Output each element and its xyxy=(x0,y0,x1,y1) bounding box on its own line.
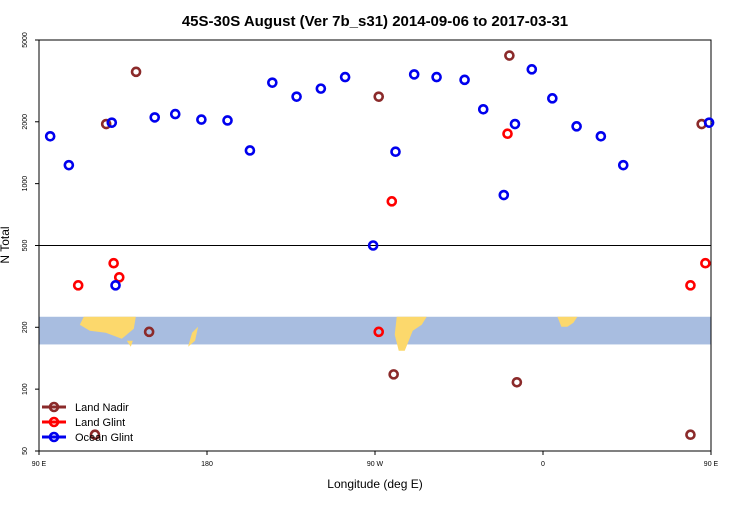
data-point xyxy=(106,117,118,128)
data-point xyxy=(113,272,125,283)
data-point xyxy=(526,64,538,75)
legend-marker xyxy=(48,431,60,443)
data-point xyxy=(108,257,119,269)
y-tick-label: 50 xyxy=(22,447,29,455)
y-axis-label: N Total xyxy=(0,226,12,263)
series-layer xyxy=(44,50,715,441)
data-point xyxy=(291,91,302,102)
data-point xyxy=(373,326,385,338)
data-point xyxy=(267,77,278,88)
data-point xyxy=(502,128,513,139)
data-point xyxy=(408,69,420,80)
data-point xyxy=(685,429,696,441)
map-land-new-zealand xyxy=(188,326,199,347)
data-point xyxy=(169,108,181,120)
data-point xyxy=(143,326,155,338)
legend-marker xyxy=(48,401,60,413)
data-point xyxy=(44,130,56,142)
data-point xyxy=(63,159,75,171)
data-point xyxy=(477,104,489,115)
series-ocean-glint xyxy=(44,64,715,291)
data-point xyxy=(595,130,607,142)
data-point xyxy=(547,93,558,104)
y-tick-label: 1000 xyxy=(22,176,29,192)
data-point xyxy=(617,159,629,171)
data-point xyxy=(431,71,442,83)
legend-label: Land Glint xyxy=(75,417,125,429)
legend-label: Ocean Glint xyxy=(75,432,133,444)
data-point xyxy=(504,50,515,61)
y-tick-label: 100 xyxy=(22,383,29,395)
x-tick-label: 180 xyxy=(201,461,213,468)
data-point xyxy=(700,257,711,269)
y-tick-label: 5000 xyxy=(22,32,29,48)
map-land-africa xyxy=(557,316,578,327)
data-point xyxy=(367,240,379,251)
x-axis-label: Longitude (deg E) xyxy=(327,477,422,491)
data-point xyxy=(703,117,715,128)
data-point xyxy=(196,114,207,125)
y-tick-label: 500 xyxy=(22,240,29,252)
data-point xyxy=(388,369,399,380)
data-point xyxy=(498,189,510,201)
x-tick-label: 90 E xyxy=(32,461,47,468)
series-land-nadir xyxy=(89,50,707,441)
x-tick-label: 90 E xyxy=(704,461,719,468)
data-point xyxy=(72,280,84,291)
data-point xyxy=(100,118,112,130)
data-point xyxy=(509,118,521,130)
data-point xyxy=(571,121,582,132)
data-point xyxy=(339,71,351,83)
data-point xyxy=(130,66,142,78)
legend-label: Land Nadir xyxy=(75,402,129,414)
map-land-tasmania xyxy=(126,340,133,347)
map-land-australia xyxy=(79,316,136,339)
map-land-south-america xyxy=(394,316,427,351)
x-tick-label: 0 xyxy=(541,461,545,468)
data-point xyxy=(459,74,470,86)
chart-title: 45S-30S August (Ver 7b_s31) 2014-09-06 t… xyxy=(182,13,568,30)
data-point xyxy=(386,196,398,207)
data-point xyxy=(110,280,121,291)
y-tick-label: 200 xyxy=(22,321,29,333)
data-point xyxy=(315,83,327,94)
data-point xyxy=(244,145,256,156)
data-point xyxy=(149,112,161,123)
legend-marker xyxy=(48,416,60,428)
data-point xyxy=(89,429,101,441)
data-point xyxy=(373,91,385,102)
y-tick-label: 2000 xyxy=(22,114,29,130)
x-tick-label: 90 W xyxy=(367,461,384,468)
series-land-glint xyxy=(72,128,711,338)
data-point xyxy=(511,376,523,388)
legend: Land Nadir Land Glint Ocean Glint xyxy=(42,401,133,444)
data-point xyxy=(222,115,233,126)
data-point xyxy=(390,146,401,158)
data-point xyxy=(685,280,696,291)
